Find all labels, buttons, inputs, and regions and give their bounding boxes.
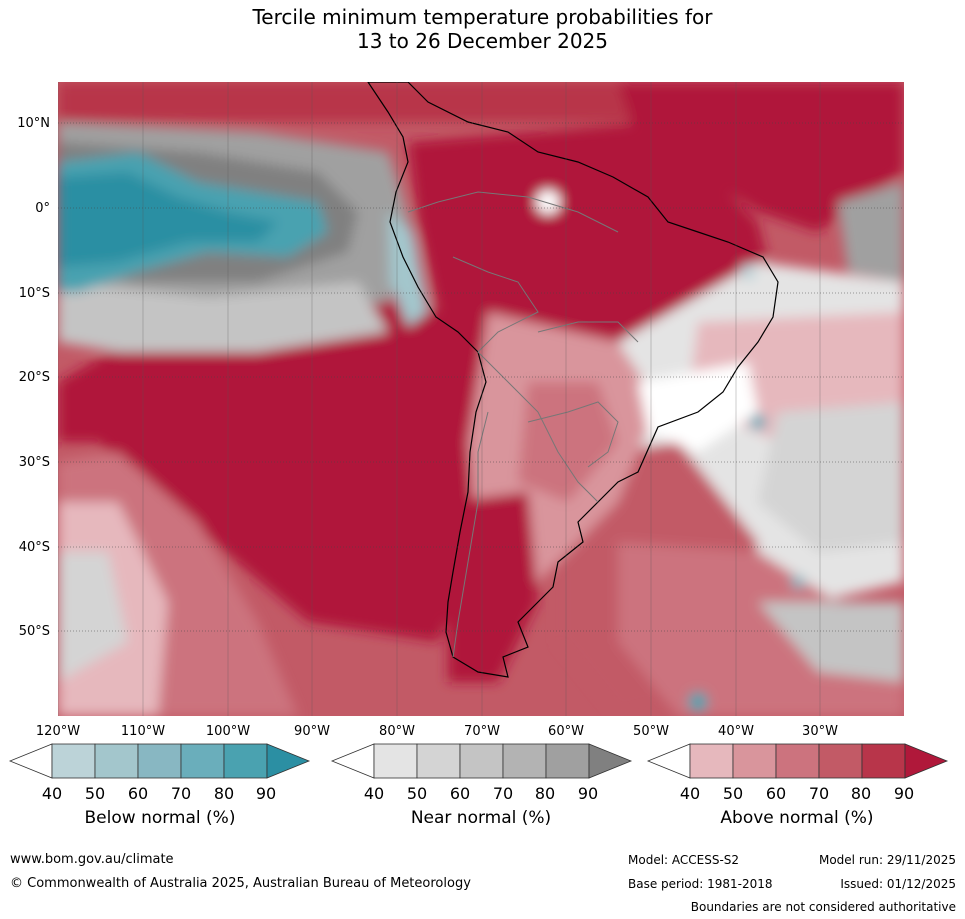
coastline — [367, 82, 779, 678]
lat-label-50s: 50°S — [18, 624, 50, 639]
lat-label-20s: 20°S — [18, 370, 50, 385]
above-bar-box-1 — [689, 743, 734, 779]
near-bar-box-1 — [373, 743, 418, 779]
above-bar-right-extension — [904, 743, 949, 779]
above-bar-box-5 — [861, 743, 906, 779]
below-bar-box-2 — [94, 743, 139, 779]
above-bar-box-2 — [732, 743, 777, 779]
near-tick-80: 80 — [534, 784, 556, 803]
below-bar-box-4 — [180, 743, 225, 779]
colorbar-near — [330, 743, 633, 779]
title-line-2: 13 to 26 December 2025 — [356, 29, 608, 53]
lon-label-70w: 70°W — [464, 724, 500, 739]
lat-label-10n: 10°N — [17, 116, 50, 131]
above-bar-left-extension — [646, 743, 691, 779]
below-normal-label: Below normal (%) — [84, 808, 236, 828]
meridians — [58, 82, 821, 716]
above-tick-90: 90 — [893, 784, 915, 803]
map-title: Tercile minimum temperature probabilitie… — [0, 5, 965, 53]
lon-label-60w: 60°W — [548, 724, 584, 739]
title-line-1: Tercile minimum temperature probabilitie… — [252, 5, 713, 29]
lon-label-80w: 80°W — [379, 724, 415, 739]
near-tick-70: 70 — [492, 784, 514, 803]
colorbars — [8, 743, 949, 779]
near-tick-90: 90 — [577, 784, 599, 803]
model-run-text: Model run: 29/11/2025 — [818, 853, 956, 867]
map-canvas — [58, 82, 904, 716]
above-bar-box-4 — [818, 743, 863, 779]
below-tick-60: 60 — [127, 784, 149, 803]
near-tick-60: 60 — [449, 784, 471, 803]
above-tick-60: 60 — [765, 784, 787, 803]
colorbar-above — [646, 743, 949, 779]
below-tick-40: 40 — [41, 784, 63, 803]
lat-label-0: 0° — [35, 201, 50, 216]
lon-label-40w: 40°W — [718, 724, 754, 739]
graticule — [58, 122, 904, 632]
near-bar-left-extension — [330, 743, 375, 779]
above-tick-70: 70 — [808, 784, 830, 803]
disclaimer-text: Boundaries are not considered authoritat… — [690, 900, 956, 914]
lat-label-10s: 10°S — [18, 286, 50, 301]
lon-label-100w: 100°W — [205, 724, 251, 739]
below-bar-box-5 — [223, 743, 268, 779]
website-link[interactable]: www.bom.gov.au/climate — [10, 852, 174, 867]
near-normal-label: Near normal (%) — [410, 808, 552, 828]
copyright-text: © Commonwealth of Australia 2025, Austra… — [10, 876, 471, 891]
below-bar-box-1 — [51, 743, 96, 779]
probability-field — [58, 82, 904, 716]
above-normal-label: Above normal (%) — [720, 808, 874, 828]
near-bar-box-3 — [459, 743, 504, 779]
near-bar-box-5 — [545, 743, 590, 779]
near-tick-50: 50 — [406, 784, 428, 803]
lon-label-110w: 110°W — [120, 724, 166, 739]
probability-map — [58, 82, 904, 716]
near-bar-box-2 — [416, 743, 461, 779]
near-bar-right-extension — [588, 743, 633, 779]
near-tick-40: 40 — [363, 784, 385, 803]
below-tick-70: 70 — [170, 784, 192, 803]
issued-text: Issued: 01/12/2025 — [840, 877, 956, 891]
lon-label-120w: 120°W — [35, 724, 81, 739]
lat-label-40s: 40°S — [18, 540, 50, 555]
above-tick-40: 40 — [679, 784, 701, 803]
colorbar-below — [8, 743, 311, 779]
above-tick-80: 80 — [850, 784, 872, 803]
below-bar-box-3 — [137, 743, 182, 779]
below-bar-right-extension — [266, 743, 311, 779]
lat-label-30s: 30°S — [18, 455, 50, 470]
below-tick-80: 80 — [213, 784, 235, 803]
below-bar-left-extension — [8, 743, 53, 779]
above-tick-50: 50 — [722, 784, 744, 803]
lon-label-30w: 30°W — [802, 724, 838, 739]
near-bar-box-4 — [502, 743, 547, 779]
above-bar-box-3 — [775, 743, 820, 779]
below-tick-90: 90 — [255, 784, 277, 803]
lon-label-50w: 50°W — [633, 724, 669, 739]
lon-label-90w: 90°W — [294, 724, 330, 739]
below-tick-50: 50 — [84, 784, 106, 803]
base-period-text: Base period: 1981-2018 — [628, 877, 773, 891]
model-text: Model: ACCESS-S2 — [628, 853, 740, 867]
